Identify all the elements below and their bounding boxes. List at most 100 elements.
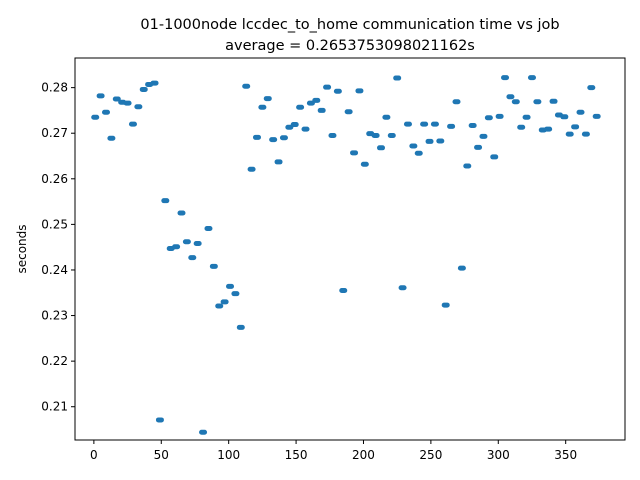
chart-title: 01-1000node lccdec_to_home communication… xyxy=(140,17,559,33)
data-point xyxy=(463,163,472,169)
data-point xyxy=(128,121,137,127)
data-point xyxy=(296,104,305,110)
data-point xyxy=(102,109,110,115)
data-point xyxy=(161,198,170,204)
data-point xyxy=(474,144,483,150)
data-point xyxy=(193,241,202,247)
data-point xyxy=(527,75,536,81)
data-point xyxy=(301,126,310,132)
y-axis-ticks: 0.21 0.22 0.23 0.24 0.25 0.26 0.27 0.28 xyxy=(41,81,75,414)
y-tick-label: 0.25 xyxy=(41,217,68,231)
data-point xyxy=(360,161,369,167)
y-tick-label: 0.27 xyxy=(41,126,68,140)
data-point xyxy=(155,417,164,423)
data-point xyxy=(220,299,229,305)
data-point xyxy=(522,114,531,120)
y-tick-label: 0.22 xyxy=(41,354,68,368)
data-point xyxy=(344,109,353,115)
y-tick-label: 0.28 xyxy=(41,81,68,95)
data-point xyxy=(274,159,283,165)
data-point xyxy=(231,291,240,297)
data-point xyxy=(339,287,348,293)
data-point xyxy=(199,429,208,435)
data-point xyxy=(436,138,445,144)
data-point xyxy=(323,84,332,90)
data-point xyxy=(215,303,224,309)
data-point xyxy=(490,154,499,160)
data-point xyxy=(544,126,553,132)
data-point xyxy=(204,225,213,231)
chart-subtitle: average = 0.2653753098021162s xyxy=(225,38,475,54)
y-tick-label: 0.21 xyxy=(41,400,68,414)
data-point xyxy=(549,98,558,104)
data-point xyxy=(123,100,132,106)
data-point xyxy=(452,99,461,105)
x-tick-label: 0 xyxy=(90,448,98,462)
data-point xyxy=(247,166,256,172)
y-axis-label: seconds xyxy=(15,224,29,273)
data-point xyxy=(533,99,542,105)
y-tick-label: 0.24 xyxy=(41,263,68,277)
data-point xyxy=(279,135,288,141)
y-tick-label: 0.26 xyxy=(41,172,68,186)
plot-frame xyxy=(74,57,626,441)
x-tick-label: 300 xyxy=(487,448,510,462)
data-point xyxy=(587,85,596,91)
x-tick-label: 250 xyxy=(419,448,442,462)
data-point xyxy=(350,150,359,156)
data-point xyxy=(571,124,580,130)
data-point xyxy=(290,122,299,128)
data-point xyxy=(182,239,191,245)
x-tick-label: 200 xyxy=(352,448,375,462)
data-point xyxy=(457,265,466,271)
x-tick-label: 100 xyxy=(217,448,240,462)
data-point xyxy=(581,131,590,137)
data-point xyxy=(139,86,148,92)
data-point xyxy=(150,80,159,86)
data-point xyxy=(236,324,245,330)
data-point xyxy=(258,104,267,110)
data-point xyxy=(312,97,321,103)
y-tick-label: 0.23 xyxy=(41,309,68,323)
data-point xyxy=(414,150,423,156)
data-point xyxy=(382,114,391,120)
x-tick-label: 50 xyxy=(154,448,169,462)
data-point xyxy=(209,263,218,269)
data-point xyxy=(387,132,396,138)
data-point xyxy=(576,109,585,115)
data-point xyxy=(252,134,261,140)
data-point xyxy=(517,124,526,130)
data-point xyxy=(226,283,235,289)
x-axis-ticks: 0 50 100 150 200 250 300 350 xyxy=(90,440,577,462)
data-point xyxy=(317,107,326,113)
data-point xyxy=(188,255,197,261)
data-point xyxy=(333,88,342,94)
data-point xyxy=(91,114,100,120)
data-point xyxy=(409,143,418,149)
data-point xyxy=(501,75,510,81)
data-point xyxy=(592,113,601,119)
data-point xyxy=(242,83,251,89)
x-tick-label: 350 xyxy=(554,448,577,462)
data-point xyxy=(479,133,488,139)
data-point xyxy=(134,104,143,110)
data-point xyxy=(177,210,186,216)
data-point xyxy=(565,131,574,137)
data-point xyxy=(328,132,337,138)
data-point xyxy=(96,93,105,99)
data-point xyxy=(107,135,116,141)
data-point xyxy=(447,123,456,129)
data-point xyxy=(371,132,380,138)
data-point xyxy=(112,96,121,102)
data-point xyxy=(560,114,569,120)
data-point xyxy=(430,121,439,127)
data-point xyxy=(263,96,272,102)
data-point xyxy=(172,244,181,250)
data-point xyxy=(425,138,434,144)
data-points xyxy=(91,75,601,435)
data-point xyxy=(377,145,385,151)
data-point xyxy=(511,99,520,105)
data-point xyxy=(393,75,402,81)
data-point xyxy=(355,88,364,94)
